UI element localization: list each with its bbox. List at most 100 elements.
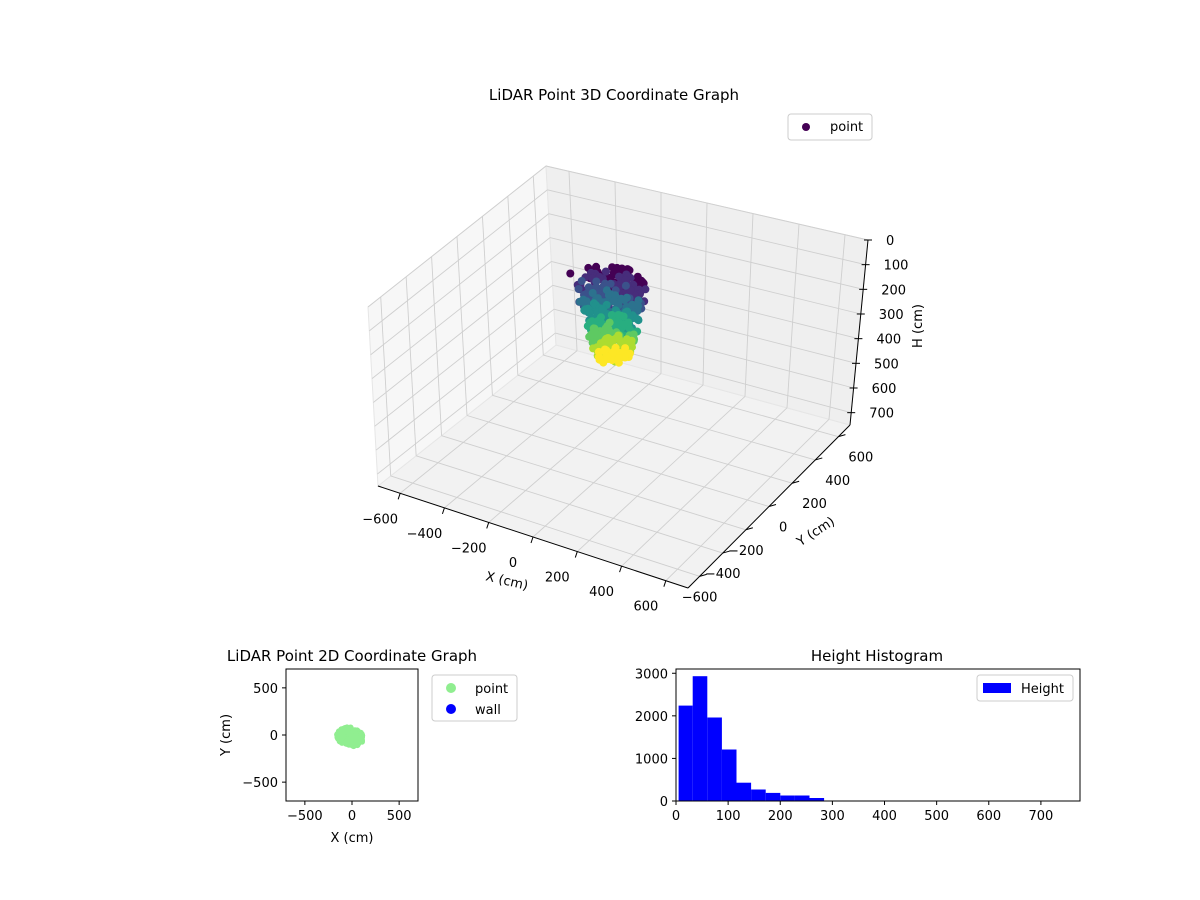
x-tick-label: 0: [509, 556, 517, 571]
chart-2d-legend: point wall: [431, 674, 518, 722]
chart-3d-scatter: LiDAR Point 3D Coordinate Graph −600 −400…: [362, 86, 926, 615]
x-tick-label: 600: [976, 809, 1001, 824]
point-marker: [611, 291, 620, 300]
x-tick-label: 300: [820, 809, 845, 824]
grid-z-back: [549, 237, 861, 315]
x-tick-label: 400: [589, 585, 614, 600]
y-tick-label: 1000: [635, 752, 668, 767]
chart-3d-panes: [367, 165, 869, 589]
point-marker: [358, 731, 365, 738]
histogram-legend-label: Height: [1021, 682, 1064, 697]
histogram-bar: [736, 782, 752, 801]
histogram-bar: [707, 717, 722, 801]
grid-y-floor: [441, 435, 746, 531]
y-tick: [768, 504, 777, 507]
point-marker: [337, 731, 344, 738]
chart-2d-legend-label-point: point: [475, 682, 508, 697]
histogram-bar: [780, 795, 795, 801]
grid-z-left: [373, 261, 552, 403]
histogram-bar: [678, 705, 693, 801]
x-tick: [574, 551, 578, 558]
x-tick-label: −600: [362, 512, 398, 527]
point-marker: [352, 732, 359, 739]
point-marker: [566, 269, 575, 278]
z-tick-label: 0: [886, 234, 894, 249]
point-marker: [609, 297, 618, 306]
y-tick-label: 0: [270, 729, 278, 744]
point-marker: [347, 735, 354, 742]
histogram-bar: [751, 789, 766, 801]
chart-3d-title: LiDAR Point 3D Coordinate Graph: [489, 86, 739, 104]
x-tick: [441, 507, 445, 515]
chart-3d-zlabel: H (cm): [911, 304, 926, 348]
z-tick-label: 300: [879, 308, 904, 323]
grid-y-left: [532, 176, 544, 356]
y-tick-label: 3000: [635, 667, 668, 682]
histogram-plot-area: [675, 668, 1081, 802]
point-marker: [606, 279, 615, 288]
grid-y-left: [405, 276, 417, 456]
point-marker: [632, 314, 641, 323]
point-marker: [617, 294, 626, 303]
x-tick-label: 0: [672, 809, 680, 824]
point-marker: [604, 291, 613, 300]
grid-y-left: [507, 196, 519, 376]
x-tick-label: 700: [1028, 809, 1053, 824]
chart-3d-xlabel: X (cm): [484, 569, 529, 593]
x-tick-label: 500: [387, 809, 412, 824]
z-tick-label: 500: [874, 357, 899, 372]
x-tick-label: −200: [451, 541, 487, 556]
chart-3d-legend: point: [787, 113, 873, 141]
grid-y-floor: [466, 415, 770, 507]
x-tick: [397, 493, 401, 500]
x-tick-label: 0: [348, 809, 356, 824]
z-tick-label: 600: [872, 382, 897, 397]
z-tick-label: 100: [884, 259, 909, 274]
point-marker: [609, 348, 618, 357]
grid-z-left: [375, 308, 555, 451]
chart-2d-legend-marker-point: [446, 683, 456, 693]
point-marker: [602, 267, 610, 276]
grid-y-left: [456, 236, 468, 416]
histogram-bars: [678, 676, 825, 801]
y-tick-label: −400: [705, 567, 741, 582]
histogram-bar: [692, 676, 708, 801]
histogram-title: Height Histogram: [811, 647, 943, 665]
grid-y-floor: [416, 455, 723, 554]
point-marker: [592, 330, 601, 339]
grid-z-left: [371, 237, 551, 379]
point-marker: [628, 300, 637, 309]
grid-z-left: [369, 189, 548, 332]
point-marker: [609, 337, 618, 346]
x-tick-label: 600: [633, 600, 658, 615]
chart-2d-legend-marker-wall: [446, 704, 456, 714]
y-tick-label: 500: [253, 682, 278, 697]
point-marker: [341, 725, 348, 732]
grid-x-back: [744, 213, 754, 397]
chart-3d-axes: −600 −400 −200 0 200 400 600 −600 −400 −200 0 200 40…: [362, 234, 908, 615]
grid-z-back: [548, 213, 864, 290]
chart-3d-grid: [367, 165, 869, 582]
x-tick: [486, 522, 490, 529]
chart-height-histogram: Height Histogram 0 100 200 300 400 500 600 7000…: [635, 647, 1081, 824]
point-marker: [592, 277, 601, 286]
chart-2d-title: LiDAR Point 2D Coordinate Graph: [227, 647, 477, 665]
x-tick-label: 200: [768, 809, 793, 824]
point-marker: [588, 289, 597, 297]
y-tick: [722, 550, 730, 554]
y-tick: [745, 527, 753, 531]
grid-z-left: [374, 284, 553, 427]
y-tick-label: 2000: [635, 710, 668, 725]
chart-2d-ticks: −500 0 500 −500 0 500: [242, 682, 411, 824]
x-tick: [619, 565, 623, 573]
histogram-bar: [794, 795, 810, 801]
y-tick-label: −500: [242, 776, 278, 791]
point-marker: [579, 297, 588, 306]
chart-3d-legend-label: point: [830, 120, 863, 135]
grid-y-floor: [390, 475, 700, 577]
chart-3d-points: [566, 262, 650, 367]
chart-2d-ylabel: Y (cm): [219, 714, 234, 757]
grid-z-left: [370, 213, 549, 356]
chart-3d-legend-frame: [787, 113, 873, 141]
